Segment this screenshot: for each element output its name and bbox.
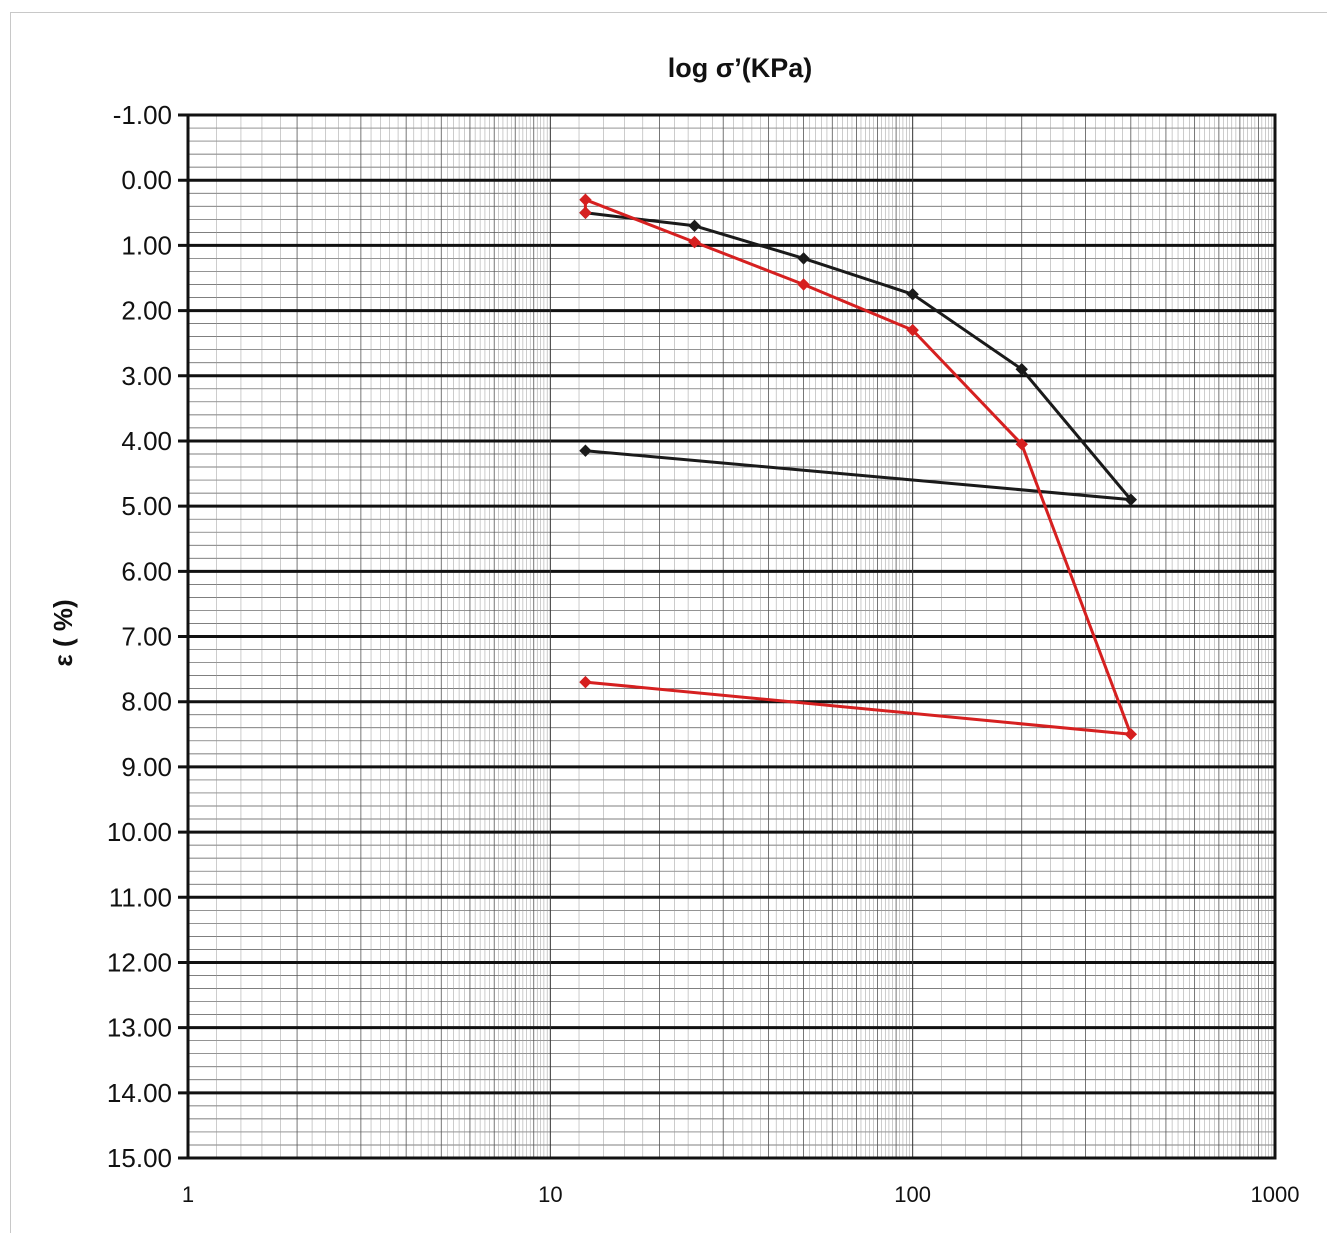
y-tick-label: 4.00 [121,426,172,456]
y-tick-label: 10.00 [107,817,172,847]
series-layer [579,193,1138,741]
data-point-marker [688,219,701,233]
y-tick-labels: -1.00 0.00 1.00 2.00 3.00 4.00 5.00 6.00 7.00 8.0… [107,100,172,1173]
data-point-marker [1124,493,1138,506]
y-tick-label: 12.00 [107,947,172,977]
y-tick-label: 11.00 [109,882,172,912]
y-tick-label: 3.00 [121,361,172,391]
y-tick-label: 6.00 [121,556,172,586]
series-line [585,211,1133,502]
y-tick-label: 14.00 [107,1078,172,1108]
x-tick-label: 10 [538,1182,562,1207]
data-point-marker [579,675,592,689]
x-tick-label: 1 [182,1182,194,1207]
data-point-marker [906,323,919,337]
series-line [583,198,1133,736]
y-tick-label: 1.00 [121,230,172,260]
data-point-marker [1015,363,1028,376]
data-point-marker [797,278,810,291]
data-point-marker [1015,437,1028,451]
x-tick-label: 100 [894,1182,931,1207]
y-axis-label: ε ( %) [48,599,78,666]
data-point-marker [579,193,592,206]
x-tick-label: 1000 [1251,1182,1300,1207]
y-tick-label: 9.00 [121,752,172,782]
data-point-marker [1124,728,1138,741]
y-tick-label: 0.00 [121,165,172,195]
data-point-marker [579,206,592,219]
y-tick-label: 15.00 [107,1143,172,1173]
chart-frame [10,12,1327,1233]
x-tick-labels: 1 10 100 1000 [182,1182,1300,1207]
data-point-marker [906,288,919,301]
data-point-marker [688,235,701,249]
y-tick-label: 2.00 [121,296,172,326]
chart-title: log σ’(KPa) [668,53,812,83]
y-tick-label: 5.00 [121,491,172,521]
data-point-marker [579,444,592,457]
y-tick-label: 7.00 [121,622,172,652]
y-tick-label: 13.00 [107,1013,172,1043]
plot-area-border [186,113,1277,1160]
data-point-marker [797,252,810,265]
y-tick-label: 8.00 [121,687,172,717]
y-tick-label: -1.00 [113,100,172,130]
